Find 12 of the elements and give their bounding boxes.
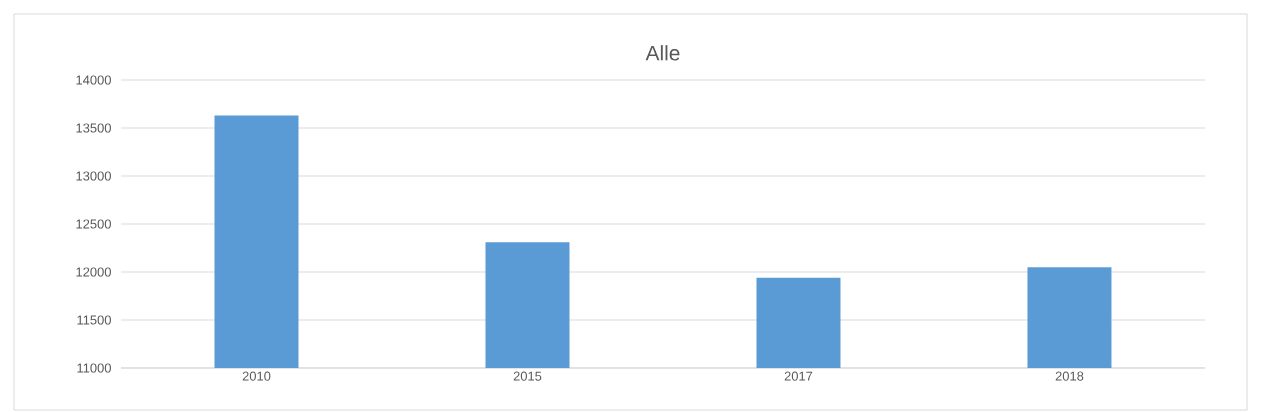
y-tick-label: 12500 (76, 219, 111, 229)
chart-title: Alle (645, 45, 680, 61)
x-tick-label: 2017 (784, 371, 813, 381)
x-tick-label: 2010 (242, 371, 271, 381)
x-tick-label: 2015 (513, 371, 542, 381)
y-tick-label: 11000 (77, 363, 111, 373)
y-tick-label: 13500 (76, 123, 111, 133)
y-tick-label: 13000 (76, 171, 111, 181)
y-tick-label: 11500 (77, 315, 111, 325)
y-tick-label: 14000 (76, 75, 111, 85)
x-tick-label: 2018 (1055, 371, 1084, 381)
y-tick-label: 12000 (76, 267, 111, 277)
